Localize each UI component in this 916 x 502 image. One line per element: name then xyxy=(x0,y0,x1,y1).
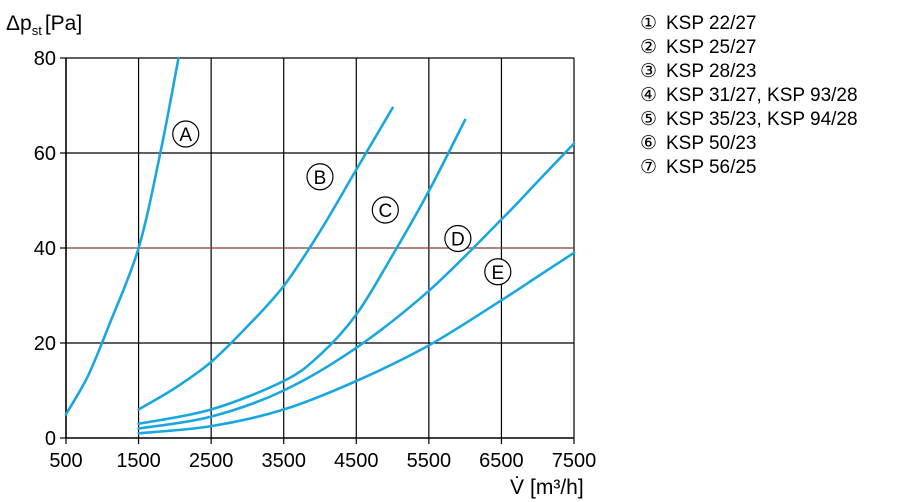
x-tick-label: 7500 xyxy=(552,450,597,472)
legend-entry-label: KSP 28/23 xyxy=(666,61,757,82)
legend-entry-number: ⑤ xyxy=(640,109,658,130)
y-axis-label-unit: [Pa] xyxy=(45,12,82,35)
curve-label-c: C xyxy=(371,196,399,224)
curve-label-text: A xyxy=(179,125,192,146)
x-tick-label: 6500 xyxy=(479,450,524,472)
legend-entry-number: ③ xyxy=(640,61,658,82)
y-axis-label-subscript: st xyxy=(32,23,43,38)
legend: ① KSP 22/27 ② KSP 25/27 ③ KSP 28/23 ④ KSP 31/27… xyxy=(640,12,858,180)
series-line-a xyxy=(64,56,180,416)
curve-label-b: B xyxy=(306,163,334,191)
y-tick-label: 40 xyxy=(34,238,56,260)
curve-label-text: C xyxy=(378,201,392,222)
legend-entry: ① KSP 22/27 xyxy=(640,12,858,36)
legend-entry: ⑥ KSP 50/23 xyxy=(640,132,858,156)
legend-entry: ⑤ KSP 35/23, KSP 94/28 xyxy=(640,108,858,132)
legend-entry: ③ KSP 28/23 xyxy=(640,60,858,84)
grid xyxy=(60,57,575,444)
x-tick-label: 3500 xyxy=(261,450,306,472)
curve-labels: A B C D E xyxy=(172,120,512,286)
curve-label-circle xyxy=(306,163,334,191)
legend-entry-label: KSP 35/23, KSP 94/28 xyxy=(666,109,858,130)
series-line-e xyxy=(137,251,576,435)
legend-entry-number: ④ xyxy=(640,85,658,106)
curve-label-circle xyxy=(371,196,399,224)
curve-label-circle xyxy=(172,120,200,148)
x-tick-label: 1500 xyxy=(116,450,161,472)
legend-entry-label: KSP 25/27 xyxy=(666,37,757,58)
series-line-c xyxy=(137,118,467,426)
x-tick-label: 500 xyxy=(49,450,82,472)
legend-entry: ⑦ KSP 56/25 xyxy=(640,156,858,180)
legend-entry: ④ KSP 31/27, KSP 93/28 xyxy=(640,84,858,108)
legend-entry-label: KSP 56/25 xyxy=(666,157,757,178)
curves xyxy=(64,56,576,435)
x-tick-label: 5500 xyxy=(407,450,452,472)
y-tick-label: 80 xyxy=(34,48,56,70)
curve-label-circle xyxy=(484,258,512,286)
legend-entry-number: ① xyxy=(640,13,658,34)
curve-label-e: E xyxy=(484,258,512,286)
legend-entry: ② KSP 25/27 xyxy=(640,36,858,60)
curve-label-text: D xyxy=(451,230,465,251)
curve-label-circle xyxy=(444,224,472,253)
curve-label-d: D xyxy=(444,224,472,253)
legend-entry-number: ⑦ xyxy=(640,157,658,178)
legend-entry-label: KSP 31/27, KSP 93/28 xyxy=(666,85,858,106)
curve-label-a: A xyxy=(172,120,200,148)
pressure-flow-chart: A B C D E 500 1500 2500 3500 4500 5500 6500 7500 0 20… xyxy=(6,12,597,499)
y-tick-label: 0 xyxy=(45,428,56,450)
x-axis-label-unit: [m³/h] xyxy=(530,476,584,499)
y-tick-label: 60 xyxy=(34,143,56,165)
y-tick-label: 20 xyxy=(34,333,56,355)
series-line-d xyxy=(137,142,576,430)
y-axis-label-symbol: Δp xyxy=(6,12,32,35)
legend-entry-label: KSP 22/27 xyxy=(666,13,757,34)
x-tick-label: 2500 xyxy=(189,450,234,472)
y-axis-label: Δpst [Pa] xyxy=(6,12,82,38)
legend-entry-label: KSP 50/23 xyxy=(666,133,757,154)
series-line-b xyxy=(137,106,394,411)
x-axis-label: V̇ [m³/h] xyxy=(510,476,584,499)
legend-entry-number: ⑥ xyxy=(640,133,658,154)
legend-entry-number: ② xyxy=(640,37,658,58)
curve-label-text: B xyxy=(314,168,327,189)
x-tick-label: 4500 xyxy=(334,450,379,472)
x-axis-label-symbol: V̇ xyxy=(510,476,524,499)
tick-labels: 500 1500 2500 3500 4500 5500 6500 7500 0 20 40 60 80 xyxy=(34,48,597,472)
curve-label-text: E xyxy=(491,263,504,284)
